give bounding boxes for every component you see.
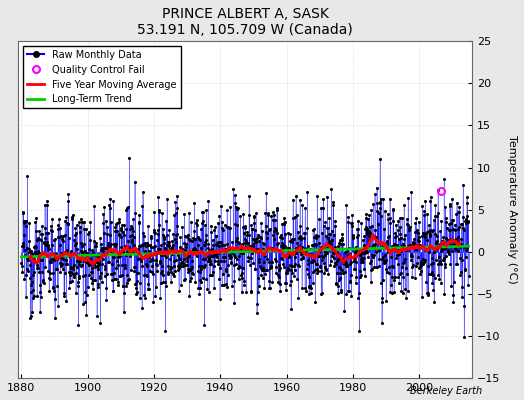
Legend: Raw Monthly Data, Quality Control Fail, Five Year Moving Average, Long-Term Tren: Raw Monthly Data, Quality Control Fail, … [23, 46, 181, 108]
Title: PRINCE ALBERT A, SASK
53.191 N, 105.709 W (Canada): PRINCE ALBERT A, SASK 53.191 N, 105.709 … [137, 7, 353, 37]
Text: Berkeley Earth: Berkeley Earth [410, 386, 482, 396]
Y-axis label: Temperature Anomaly (°C): Temperature Anomaly (°C) [507, 135, 517, 284]
